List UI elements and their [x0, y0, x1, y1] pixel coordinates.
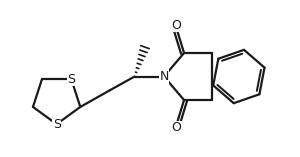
Text: N: N: [159, 70, 169, 83]
Text: S: S: [52, 118, 61, 131]
Text: O: O: [172, 121, 182, 134]
Text: O: O: [172, 19, 182, 32]
Text: S: S: [67, 73, 75, 86]
